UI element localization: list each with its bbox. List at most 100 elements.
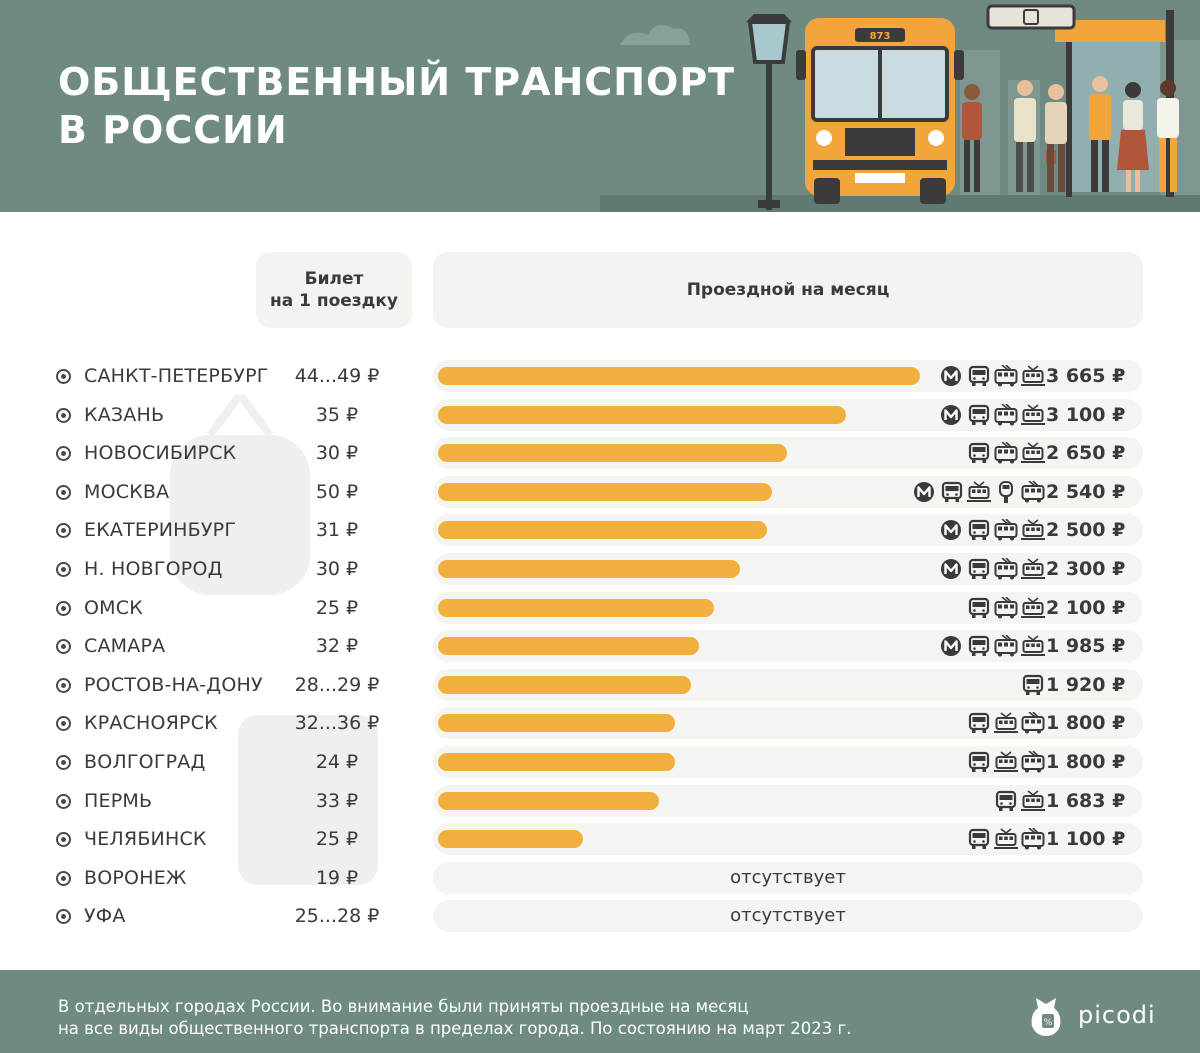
- pass-price-bar: [438, 637, 699, 656]
- ticket-price: 25...28 ₽: [294, 905, 380, 928]
- trolleybus-icon: [1021, 828, 1045, 850]
- bullet-icon: [56, 909, 71, 925]
- transport-modes: [940, 558, 1045, 580]
- transport-modes: [967, 442, 1045, 464]
- picodi-brand: % picodi: [1022, 990, 1172, 1040]
- city-name: ЕКАТЕРИНБУРГ: [84, 519, 237, 542]
- pass-price-label: 2 500 ₽: [1046, 519, 1126, 542]
- trolleybus-icon: [994, 442, 1018, 464]
- table-row: ЕКАТЕРИНБУРГ 31 ₽ 2 500 ₽: [0, 511, 1200, 549]
- bus-icon: [968, 751, 990, 772]
- table-row: НОВОСИБИРСК 30 ₽ 2 650 ₽: [0, 434, 1200, 472]
- transport-modes: [967, 751, 1045, 773]
- tram-icon: [994, 712, 1018, 734]
- table-row: ЧЕЛЯБИНСК 25 ₽ 1 100 ₽: [0, 820, 1200, 858]
- pass-price-label: 3 665 ₽: [1046, 365, 1126, 387]
- bus-icon: [968, 597, 990, 618]
- table-row: УФА 25...28 ₽ отсутствует: [0, 897, 1200, 935]
- bullet-icon: [56, 369, 71, 384]
- bus-icon: [968, 365, 990, 386]
- metro-icon: [941, 636, 961, 657]
- tram-icon: [994, 751, 1018, 772]
- bullet-icon: [56, 407, 71, 423]
- city-name: УФА: [84, 905, 126, 928]
- tram-icon: [1021, 558, 1045, 579]
- trolleybus-icon: [994, 596, 1018, 619]
- transport-modes: [994, 789, 1045, 812]
- pass-price-label: 1 800 ₽: [1046, 712, 1126, 735]
- transport-modes: [940, 403, 1045, 426]
- tram-watermark-icon: [170, 395, 310, 595]
- table-row: ОМСК 25 ₽ 2 100 ₽: [0, 589, 1200, 627]
- pass-price-bar: [438, 521, 767, 540]
- tram-icon: [1021, 789, 1045, 811]
- bus-stop-illustration: 873: [600, 4, 1200, 212]
- tram-icon: [1021, 403, 1045, 425]
- table-row: Н. НОВГОРОД 30 ₽ 2 300 ₽: [0, 550, 1200, 588]
- transport-modes: [913, 480, 1045, 503]
- pass-price-label: 1 683 ₽: [1046, 789, 1126, 812]
- tram-icon: [1021, 635, 1045, 657]
- bullet-icon: [56, 484, 71, 500]
- city-name: НОВОСИБИРСК: [84, 442, 237, 465]
- metro-icon: [914, 481, 934, 502]
- pass-price-label: 2 650 ₽: [1046, 442, 1126, 465]
- tram-icon: [1021, 519, 1045, 541]
- ticket-price: 33 ₽: [315, 789, 359, 812]
- pass-price-label: 1 985 ₽: [1046, 635, 1126, 658]
- trolleybus-icon: [1021, 712, 1045, 734]
- monorail-icon: [999, 480, 1013, 503]
- bullet-icon: [56, 446, 71, 462]
- city-name: ВОЛГОГРАД: [84, 751, 206, 773]
- table-row: ВОРОНЕЖ 19 ₽ отсутствует: [0, 859, 1200, 897]
- table-row: МОСКВА 50 ₽ 2 540 ₽: [0, 473, 1200, 511]
- bus-icon: [968, 829, 990, 850]
- tram-icon: [967, 481, 991, 502]
- table-row: КАЗАНЬ 35 ₽ 3 100 ₽: [0, 396, 1200, 434]
- pass-price-bar: [438, 830, 583, 849]
- pass-price-bar: [438, 405, 846, 424]
- pass-price-label: 1 100 ₽: [1046, 828, 1126, 851]
- bullet-icon: [56, 600, 71, 616]
- table-row: КРАСНОЯРСК 32...36 ₽ 1 800 ₽: [0, 704, 1200, 742]
- bus-icon: [941, 481, 963, 502]
- transport-modes: [940, 519, 1045, 541]
- pass-price-bar: [438, 560, 740, 578]
- ticket-price: 44...49 ₽: [294, 365, 380, 387]
- city-name: КАЗАНЬ: [84, 403, 165, 426]
- city-name: ПЕРМЬ: [84, 789, 153, 812]
- monthly-pass-column-header: Проездной на месяц: [433, 252, 1143, 328]
- pass-price-label: 3 100 ₽: [1046, 403, 1126, 426]
- trolleybus-icon: [994, 635, 1018, 657]
- city-name: САМАРА: [84, 635, 166, 658]
- page-title: ОБЩЕСТВЕННЫЙ ТРАНСПОРТ В РОССИИ: [58, 58, 735, 154]
- pass-price-label: 1 920 ₽: [1046, 673, 1126, 696]
- transport-modes: [940, 635, 1045, 657]
- table-row: РОСТОВ-НА-ДОНУ 28...29 ₽ 1 920 ₽: [0, 666, 1200, 704]
- ticket-price: 30 ₽: [315, 558, 359, 580]
- bullet-icon: [56, 870, 71, 886]
- city-name: Н. НОВГОРОД: [84, 558, 223, 580]
- tram-icon: [1021, 365, 1045, 386]
- tram-icon: [1021, 442, 1045, 464]
- bus-icon: [968, 520, 990, 541]
- city-name: ЧЕЛЯБИНСК: [84, 828, 207, 851]
- bullet-icon: [56, 793, 71, 809]
- pass-price-label: 2 540 ₽: [1046, 480, 1126, 503]
- ticket-header-line-2: на 1 поездку: [269, 291, 399, 311]
- header-banner: ОБЩЕСТВЕННЫЙ ТРАНСПОРТ В РОССИИ 873: [0, 0, 1200, 212]
- city-name: ОМСК: [84, 596, 143, 619]
- footer-note: В отдельных городах России. Во внимание …: [58, 996, 851, 1040]
- bullet-icon: [56, 832, 71, 848]
- bus-icon: [968, 558, 990, 579]
- ticket-header-line-1: Билет: [304, 269, 364, 289]
- table-row: ПЕРМЬ 33 ₽ 1 683 ₽: [0, 782, 1200, 820]
- pass-price-label: 2 300 ₽: [1046, 558, 1126, 580]
- city-name: САНКТ-ПЕТЕРБУРГ: [84, 365, 269, 387]
- trolleybus-icon: [994, 558, 1018, 580]
- ticket-price: 50 ₽: [315, 480, 359, 503]
- footer-note-line-2: на все виды общественного транспорта в п…: [58, 1019, 852, 1038]
- bullet-icon: [56, 523, 71, 539]
- bus-icon: [968, 636, 990, 657]
- picodi-logo-icon: %: [1031, 998, 1061, 1036]
